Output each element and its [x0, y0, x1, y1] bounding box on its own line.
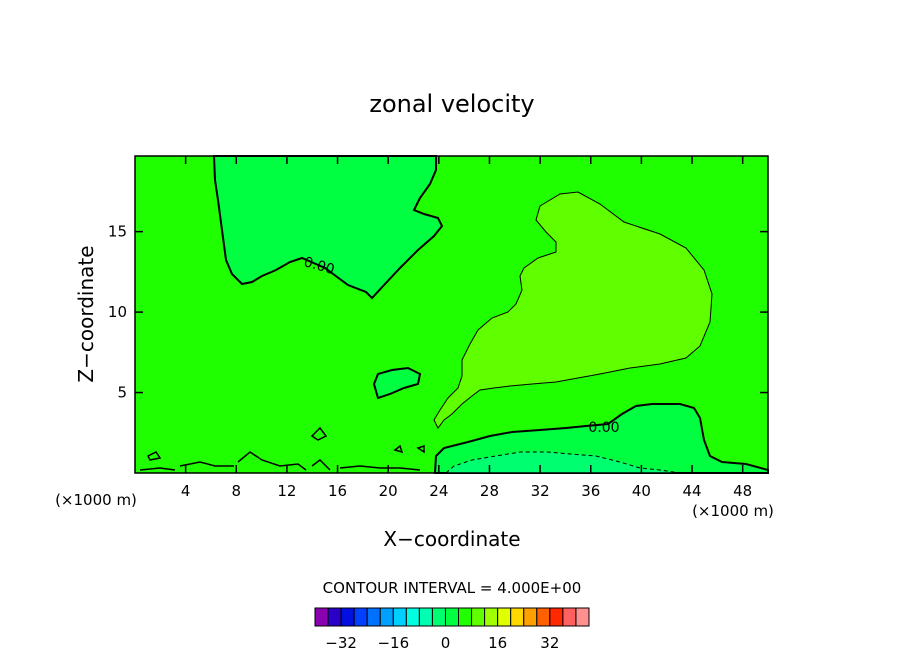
upper-left-lobe: [212, 155, 444, 300]
colorbar-tick-label: −16: [377, 634, 409, 652]
x-unit-right: (×1000 m): [692, 502, 774, 520]
y-tick-label: 5: [117, 384, 127, 402]
colorbar-swatch: [536, 607, 551, 627]
colorbar-swatch: [366, 607, 381, 627]
colorbar-swatch: [314, 607, 329, 627]
x-tick-label: 36: [581, 482, 600, 500]
colorbar-swatch: [418, 607, 433, 627]
colorbar-swatch: [353, 607, 368, 627]
colorbar-swatch: [458, 607, 473, 627]
x-tick-label: 28: [480, 482, 499, 500]
x-tick-label: 44: [682, 482, 701, 500]
colorbar-swatch: [562, 607, 577, 627]
x-tick-label: 16: [328, 482, 347, 500]
plot-area: 0.00 0.00: [134, 155, 769, 474]
colorbar-swatch: [549, 607, 564, 627]
y-axis-ticks: 5 10 15: [108, 223, 768, 402]
contour-interval-text: CONTOUR INTERVAL = 4.000E+00: [323, 579, 582, 597]
y-tick-label: 15: [108, 223, 127, 241]
colorbar-swatch: [575, 607, 590, 627]
colorbar-swatch: [340, 607, 355, 627]
contour-label-lower: 0.00: [588, 420, 619, 436]
colorbar-tick-label: 0: [441, 634, 451, 652]
x-tick-label: 48: [733, 482, 752, 500]
y-axis-label: Z−coordinate: [74, 245, 98, 382]
colorbar-swatch: [444, 607, 460, 627]
x-tick-label: 4: [181, 482, 191, 500]
y-tick-label: 10: [108, 303, 127, 321]
colorbar-swatch: [471, 607, 486, 627]
colorbar-tick-labels: −32 −16 0 16 32: [325, 634, 559, 652]
chart-title: zonal velocity: [369, 90, 534, 118]
colorbar-swatch: [405, 607, 420, 627]
colorbar-swatch: [327, 607, 342, 627]
x-axis-ticks: 4 8 12 16 20 24 28 32 36 40 44 48: [181, 156, 752, 500]
small-blob: [372, 366, 422, 400]
colorbar-swatch: [392, 607, 407, 627]
colorbar-swatch: [484, 607, 499, 627]
colorbar-tick-label: 32: [540, 634, 559, 652]
x-tick-label: 12: [277, 482, 296, 500]
surface-contours: [139, 426, 425, 471]
colorbar: [314, 607, 590, 627]
colorbar-tick-label: −32: [325, 634, 357, 652]
colorbar-swatch: [379, 607, 394, 627]
x-tick-label: 20: [379, 482, 398, 500]
x-tick-label: 8: [232, 482, 242, 500]
colorbar-swatch: [523, 607, 538, 627]
right-center-lobe: [433, 191, 713, 429]
colorbar-tick-label: 16: [488, 634, 507, 652]
plot-frame: [134, 155, 769, 474]
x-tick-label: 24: [429, 482, 448, 500]
x-tick-label: 32: [531, 482, 550, 500]
x-tick-label: 40: [632, 482, 651, 500]
colorbar-swatch: [510, 607, 525, 627]
colorbar-swatch: [497, 607, 512, 627]
colorbar-swatch: [431, 607, 446, 627]
x-axis-label: X−coordinate: [383, 527, 520, 551]
surface-negative-patch: [444, 451, 681, 474]
x-unit-left: (×1000 m): [55, 491, 137, 509]
